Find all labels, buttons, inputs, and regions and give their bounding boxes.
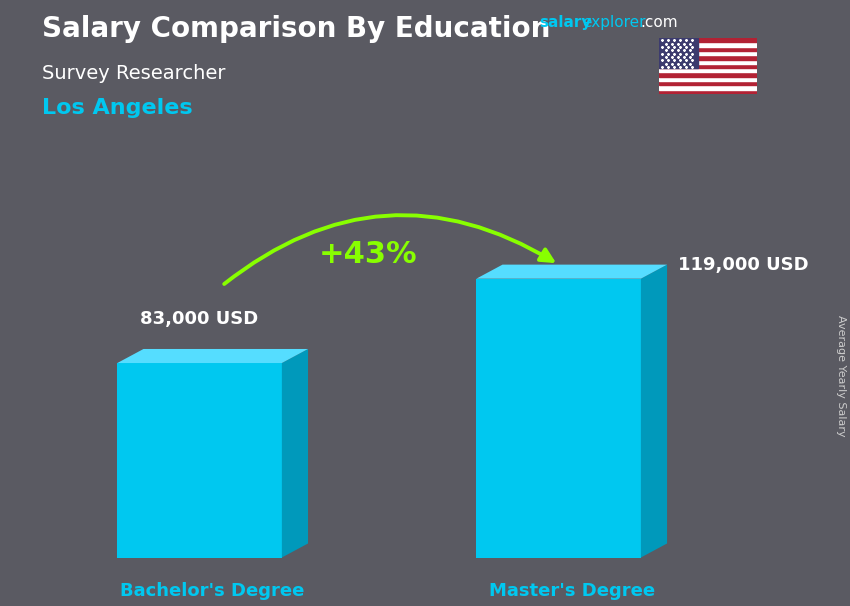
Bar <box>659 85 756 90</box>
Text: Average Yearly Salary: Average Yearly Salary <box>836 315 846 436</box>
Text: Survey Researcher: Survey Researcher <box>42 64 226 82</box>
Text: Master's Degree: Master's Degree <box>489 582 654 600</box>
Text: +43%: +43% <box>319 239 417 268</box>
Text: .com: .com <box>640 15 677 30</box>
Bar <box>659 38 756 42</box>
Bar <box>659 68 756 73</box>
Text: Los Angeles: Los Angeles <box>42 98 193 118</box>
Bar <box>659 42 756 47</box>
Polygon shape <box>117 363 282 558</box>
Bar <box>659 73 756 77</box>
Bar <box>659 38 698 68</box>
Text: Bachelor's Degree: Bachelor's Degree <box>121 582 305 600</box>
Bar <box>659 55 756 59</box>
Bar <box>659 59 756 64</box>
Text: explorer: explorer <box>582 15 646 30</box>
Polygon shape <box>117 349 308 363</box>
Polygon shape <box>641 265 667 558</box>
Bar <box>659 47 756 51</box>
Bar <box>659 90 756 94</box>
FancyArrowPatch shape <box>224 215 552 284</box>
Bar <box>659 81 756 85</box>
Text: salary: salary <box>540 15 592 30</box>
Bar <box>659 77 756 81</box>
Bar <box>659 64 756 68</box>
Polygon shape <box>282 349 308 558</box>
Polygon shape <box>476 265 667 279</box>
Bar <box>659 51 756 55</box>
Text: 83,000 USD: 83,000 USD <box>140 310 258 328</box>
Polygon shape <box>476 279 641 558</box>
Text: Salary Comparison By Education: Salary Comparison By Education <box>42 15 551 43</box>
Text: 119,000 USD: 119,000 USD <box>678 256 809 274</box>
